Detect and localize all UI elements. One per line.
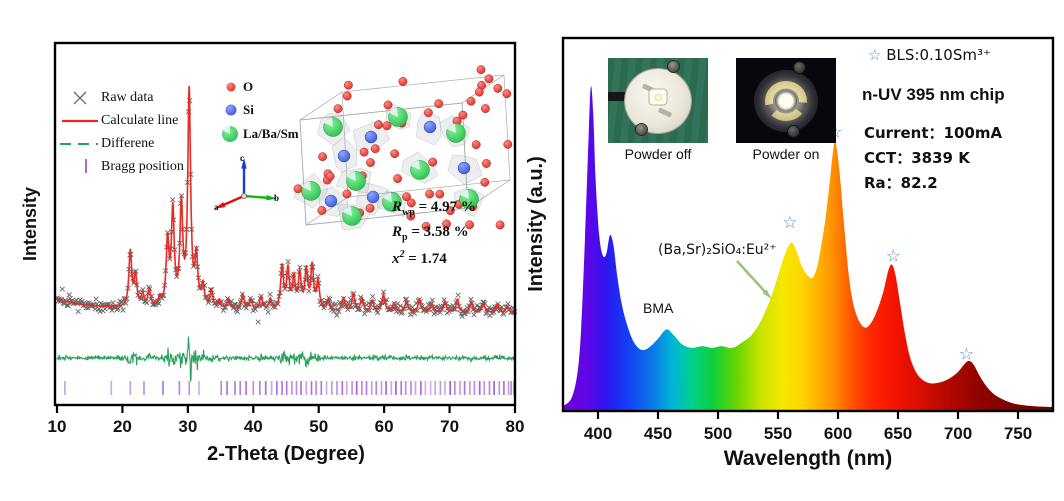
rp-subscript: p <box>402 232 408 243</box>
calculate-line-series <box>56 85 515 314</box>
right-x-tick-label: 600 <box>824 424 852 443</box>
legend-bragg-position: Bragg position <box>101 159 184 174</box>
screw-icon <box>794 62 805 73</box>
led-glow <box>775 90 797 111</box>
atom-legend-o: O <box>243 79 254 94</box>
chi-symbol: x <box>392 251 400 267</box>
right-x-tick-label: 400 <box>584 424 612 443</box>
powder-off-caption: Powder off <box>624 146 692 162</box>
screw-icon <box>788 126 799 137</box>
x-marker-icon <box>73 91 87 105</box>
xrd-chart: 10 20 30 40 50 60 70 80 c b a <box>48 41 525 436</box>
right-x-tick-label: 500 <box>704 424 732 443</box>
triad-label-a: a <box>214 202 219 212</box>
screw-icon <box>668 61 679 72</box>
star-icon: ☆ <box>868 46 882 64</box>
o-atom-icon <box>226 82 236 92</box>
rp-value: Rp = 3.58 % <box>392 224 469 243</box>
left-x-tick-label: 50 <box>309 417 328 436</box>
right-y-axis-label: Intensity (a.u.) <box>525 156 547 292</box>
powder-on-photo <box>736 58 836 143</box>
chip-label: n-UV 395 nm chip <box>862 85 1005 104</box>
bls-legend: ☆ BLS:0.10Sm³⁺ <box>868 47 991 64</box>
right-x-tick-label: 650 <box>884 424 912 443</box>
left-y-axis-label: Intensity <box>20 186 41 262</box>
atom-legend-markers <box>222 82 238 142</box>
right-x-tick-label: 700 <box>944 424 972 443</box>
star-icon: ☆ <box>782 213 797 233</box>
si-atom-icon <box>225 104 237 116</box>
legend-differene: Differene <box>101 136 155 151</box>
left-x-tick-label: 30 <box>178 417 197 436</box>
rwp-equals: = 4.97 % <box>414 199 476 215</box>
crystal-structure-inset <box>293 65 513 231</box>
left-x-tick-label: 20 <box>113 417 132 436</box>
powder-on-caption: Powder on <box>752 146 820 162</box>
right-plot-frame <box>561 36 1055 413</box>
chi-superscript: 2 <box>399 249 405 260</box>
phosphor-label: (Ba,Sr)₂SiO₄:Eu²⁺ <box>658 242 777 258</box>
triad-label-c: c <box>240 153 244 163</box>
led-dot <box>654 93 662 102</box>
triad-label-b: b <box>274 193 279 203</box>
left-x-tick-label: 10 <box>48 417 67 436</box>
bma-label: BMA <box>643 300 674 316</box>
ra-label: Ra：82.2 <box>864 174 938 192</box>
atom-legend-labasm: La/Ba/Sm <box>243 126 299 141</box>
rwp-value: Rwp = 4.97 % <box>392 199 476 218</box>
bls-legend-label: BLS:0.10Sm³⁺ <box>886 46 991 64</box>
emission-spectrum-chart: 400 450 500 550 600 650 700 750 ☆ ☆ ☆ ☆ <box>561 36 1055 443</box>
wire-shape <box>608 92 628 101</box>
right-x-tick-label: 750 <box>1004 424 1032 443</box>
spectrum-area-series <box>563 86 1053 410</box>
right-x-axis-ticks: 400 450 500 550 600 650 700 750 <box>584 411 1032 443</box>
rwp-subscript: wp <box>402 207 415 218</box>
labasm-wedge <box>222 125 230 134</box>
chi-equals: = 1.74 <box>404 251 447 267</box>
axis-triad: c b a <box>214 153 279 212</box>
current-label: Current：100mA <box>864 124 1003 142</box>
right-x-tick-label: 450 <box>644 424 672 443</box>
right-x-tick-label: 550 <box>764 424 792 443</box>
rp-symbol: R <box>392 224 403 240</box>
star-icon: ☆ <box>886 246 901 266</box>
rp-equals: = 3.58 % <box>407 224 469 240</box>
left-x-tick-label: 70 <box>440 417 459 436</box>
powder-off-photo <box>608 58 708 143</box>
left-legend-markers <box>60 91 98 173</box>
left-x-tick-label: 80 <box>506 417 525 436</box>
right-x-axis-label: Wavelength (nm) <box>723 447 893 470</box>
left-plot-frame <box>53 41 517 407</box>
left-x-tick-label: 40 <box>244 417 263 436</box>
star-icon: ☆ <box>959 345 974 365</box>
screw-icon <box>636 124 647 135</box>
bragg-positions-series <box>64 381 515 395</box>
cct-label: CCT：3839 K <box>864 149 970 167</box>
led-chip <box>649 89 667 105</box>
chi2-value: x2 = 1.74 <box>392 249 447 268</box>
rwp-symbol: R <box>392 199 403 215</box>
atom-legend-si: Si <box>243 102 254 117</box>
difference-series <box>56 336 516 382</box>
legend-calculate-line: Calculate line <box>101 113 179 128</box>
legend-raw-data: Raw data <box>101 90 154 105</box>
left-x-tick-label: 60 <box>375 417 394 436</box>
left-x-axis-ticks: 10 20 30 40 50 60 70 80 <box>48 405 525 436</box>
left-x-axis-label: 2-Theta (Degree) <box>207 443 365 465</box>
